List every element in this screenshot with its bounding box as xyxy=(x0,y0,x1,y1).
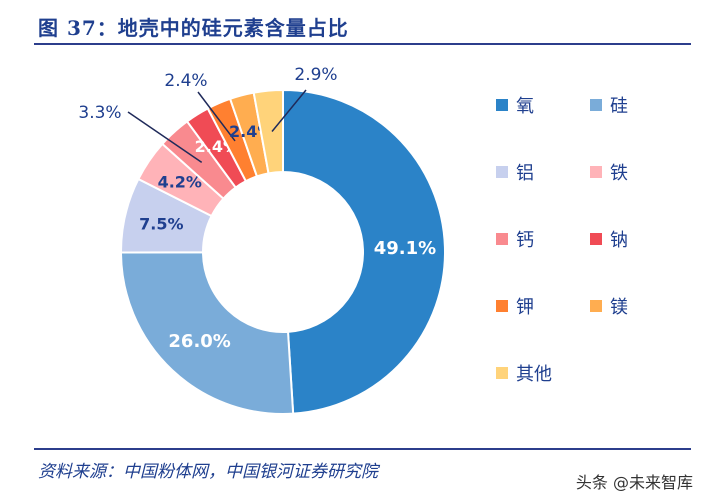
data-label-1: 49.1% xyxy=(374,238,436,259)
legend-label: 钙 xyxy=(516,230,534,251)
legend-label: 硅 xyxy=(610,96,628,117)
legend-item-9: 其他 xyxy=(496,360,552,386)
watermark-text: 头条 @未来智库 xyxy=(575,473,693,492)
legend-item-7: 钾 xyxy=(496,293,534,319)
legend-item-8: 镁 xyxy=(590,293,628,319)
legend-label: 镁 xyxy=(610,297,628,318)
legend-item-3: 铝 xyxy=(496,159,534,185)
legend-swatch xyxy=(496,99,508,111)
legend-swatch xyxy=(496,300,508,312)
donut-slice-1 xyxy=(282,88,446,415)
legend-swatch xyxy=(590,300,602,312)
legend-label: 其他 xyxy=(516,364,552,385)
legend-item-4: 铁 xyxy=(590,159,628,185)
data-label-9: 2.9% xyxy=(294,65,337,85)
legend-label: 氧 xyxy=(516,96,534,117)
data-label-4: 4.2% xyxy=(158,173,202,192)
leader-line-5 xyxy=(127,111,203,164)
legend-label: 钠 xyxy=(610,230,628,251)
legend-label: 铁 xyxy=(610,163,628,184)
source-note: 资料来源：中国粉体网，中国银河证券研究院 xyxy=(38,462,378,482)
legend-swatch xyxy=(496,367,508,379)
legend-item-6: 钠 xyxy=(590,226,628,252)
legend-swatch xyxy=(496,166,508,178)
legend-label: 钾 xyxy=(516,297,534,318)
data-label-7: 2.4% xyxy=(164,71,207,91)
legend-swatch xyxy=(590,99,602,111)
donut-slice-2 xyxy=(119,251,295,415)
legend-item-2: 硅 xyxy=(590,92,628,118)
source-rule xyxy=(34,448,691,450)
legend-swatch xyxy=(496,233,508,245)
data-label-3: 7.5% xyxy=(139,214,183,233)
legend-swatch xyxy=(590,233,602,245)
legend-swatch xyxy=(590,166,602,178)
title-rule xyxy=(34,43,691,45)
chart-title: 图 37：地壳中的硅元素含量占比 xyxy=(38,16,349,40)
legend-label: 铝 xyxy=(516,163,534,184)
legend-item-5: 钙 xyxy=(496,226,534,252)
data-label-5: 3.3% xyxy=(78,103,121,123)
donut-chart: 49.1%26.0%7.5%4.2%3.3%2.4%2.4%2.4%2.9% xyxy=(78,65,446,415)
data-label-2: 26.0% xyxy=(168,331,230,352)
donut-slice-9 xyxy=(252,88,284,175)
leader-line-7 xyxy=(197,91,236,142)
legend-item-1: 氧 xyxy=(496,92,534,118)
leader-line-9 xyxy=(271,89,307,132)
